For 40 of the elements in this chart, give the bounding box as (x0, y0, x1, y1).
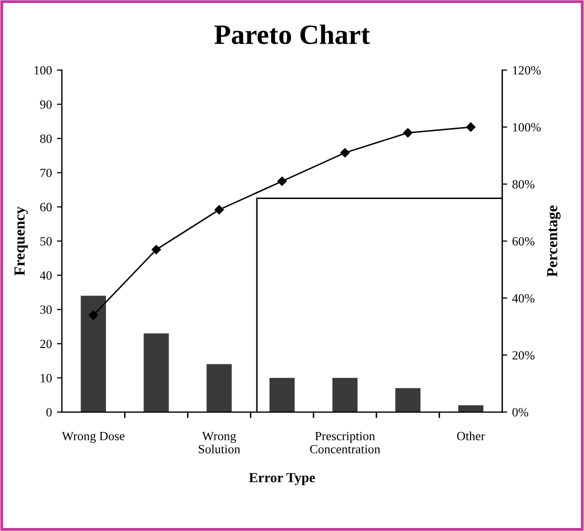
chart-title: Pareto Chart (214, 24, 370, 44)
bar (332, 378, 358, 412)
y-tick-label: 30 (40, 305, 52, 314)
y-tick-label: 60 (40, 202, 52, 212)
bar (458, 405, 484, 412)
x-axis-title: Error Type (249, 473, 315, 486)
y2-tick-label: 60% (512, 237, 534, 246)
bar (80, 296, 106, 412)
y-tick-label: 80 (40, 134, 52, 143)
bar (395, 388, 420, 412)
y-tick-label: 10 (40, 374, 52, 382)
x-tick-label: Wrong Dose (62, 432, 124, 443)
point (403, 128, 413, 138)
y2-tick-label: 0% (512, 408, 528, 417)
y-tick-label: 0 (46, 408, 52, 417)
y-tick-label: 50 (40, 237, 52, 246)
bar (144, 333, 169, 412)
point (152, 245, 161, 254)
point (277, 176, 287, 186)
y2-tick-label: 80% (512, 180, 534, 189)
bar (206, 364, 232, 412)
point (466, 122, 476, 132)
x-tick-label: Prescription Concentration (310, 432, 380, 454)
y-tick-label: 20 (40, 340, 52, 348)
point (340, 148, 350, 158)
y-axis-title: Frequency (14, 206, 28, 276)
y-tick-label: 40 (40, 271, 52, 280)
y-tick-label: 70 (40, 168, 52, 178)
point (88, 310, 98, 320)
y2-tick-label: 120% (513, 66, 541, 75)
bar (269, 378, 295, 412)
y-tick-label: 90 (40, 100, 52, 109)
x-tick-label: Wrong Solution (198, 432, 240, 454)
y2-axis-title: Percentage (547, 206, 561, 277)
y-tick-label: 100 (34, 66, 52, 75)
point (214, 205, 224, 214)
y2-tick-label: 100% (513, 123, 541, 132)
x-tick-label: Other (457, 432, 485, 440)
y2-tick-label: 40% (512, 294, 534, 303)
y2-tick-label: 20% (512, 351, 534, 360)
